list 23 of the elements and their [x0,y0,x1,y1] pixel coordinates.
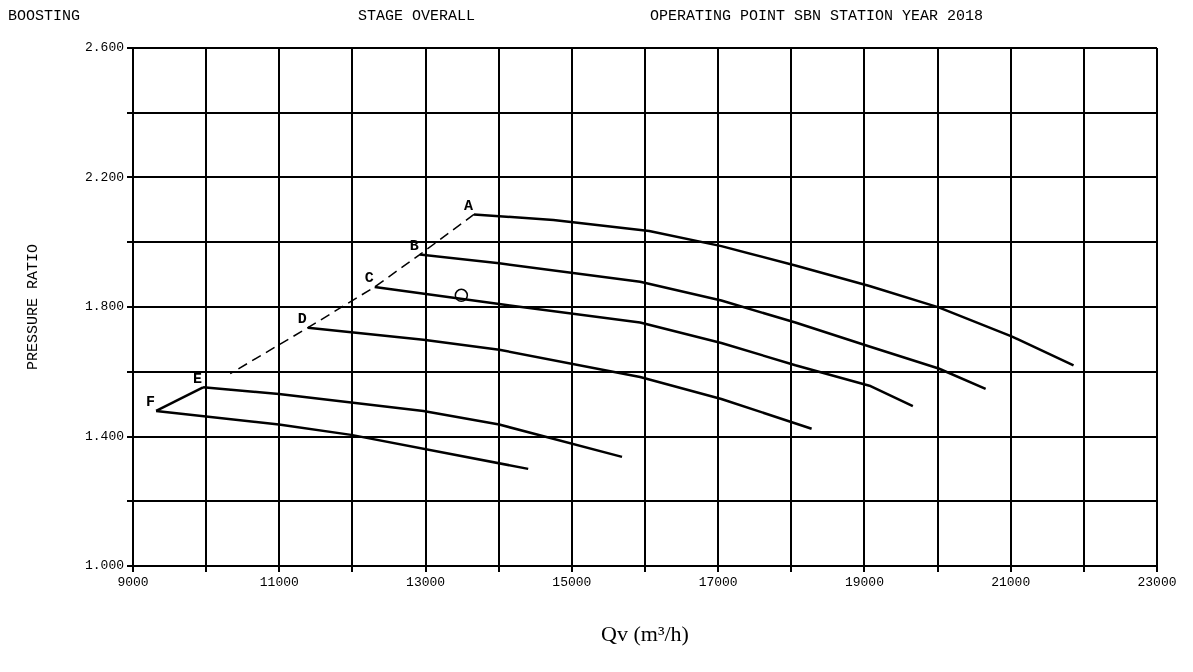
x-tick-label: 15000 [552,575,592,591]
annotation: E [193,370,203,388]
x-tick-label: 9000 [117,575,149,591]
y-tick-label: 2.600 [84,40,125,56]
y-tick-label: 1.400 [84,428,125,444]
x-tick-label: 21000 [991,575,1031,591]
y-axis-title: PRESSURE RATIO [24,243,42,371]
chart-subtitle: STAGE OVERALL [358,8,476,25]
annotation: A [463,197,473,215]
annotation: F [146,394,156,412]
chart-title: BOOSTING [8,8,81,25]
x-axis-title: Qv (m³/h) [601,620,689,646]
x-tick-label: 13000 [406,575,446,591]
y-tick-label: 1.800 [84,299,125,315]
y-tick-label: 1.000 [84,558,125,574]
x-tick-label: 23000 [1137,575,1177,591]
x-tick-label: 17000 [698,575,738,591]
text: OPERATING POINT SBN STATION YEAR 2018 [650,8,984,25]
y-tick-label: 2.200 [84,169,125,185]
annotation: C [364,270,374,288]
x-tick-label: 19000 [844,575,884,591]
annotation: D [297,311,307,328]
x-tick-label: 11000 [259,575,299,591]
